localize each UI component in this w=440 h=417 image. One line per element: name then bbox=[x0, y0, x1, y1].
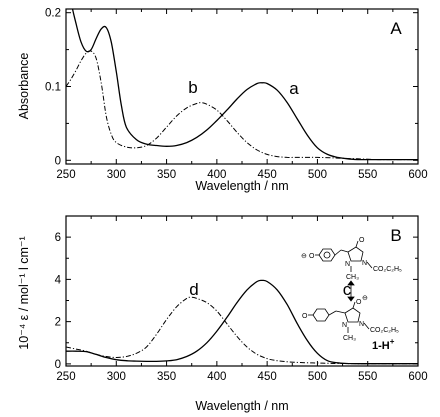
y-tick-label: 6 bbox=[55, 232, 61, 244]
structure-carbonyl-bond bbox=[355, 240, 359, 248]
panel-label-b: B bbox=[390, 226, 401, 245]
x-tick-label: 350 bbox=[157, 371, 176, 383]
x-tick-label: 550 bbox=[358, 169, 377, 181]
structure-ester-bottom: CO₂C₂H₅ bbox=[370, 327, 399, 334]
structure-bond bbox=[363, 322, 370, 330]
chart-panel-b: 250 300 350 400 450 500 550 600 0 2 4 6 Wavelength… bbox=[17, 215, 428, 413]
structure-n-top-1: N bbox=[345, 261, 350, 268]
x-axis-label-b: Wavelength / nm bbox=[195, 399, 288, 413]
series-a bbox=[66, 9, 418, 161]
structure-n-top-2: N bbox=[362, 260, 367, 267]
curve-label-d: d bbox=[189, 280, 198, 299]
curve-label-a: a bbox=[289, 79, 299, 98]
y-tick-label: 2 bbox=[55, 317, 61, 329]
x-tick-label: 500 bbox=[308, 371, 327, 383]
structure-bond bbox=[340, 249, 349, 253]
y-axis-label-a: Absorbance bbox=[17, 53, 31, 120]
series-line-c bbox=[66, 279, 418, 365]
y-tick-labels-b: 0 2 4 6 bbox=[55, 232, 62, 371]
y-tick-label: 0.2 bbox=[45, 8, 61, 20]
x-tick-labels-b: 250 300 350 400 450 500 550 600 bbox=[56, 371, 427, 383]
y-tick-label: 0.1 bbox=[45, 82, 61, 94]
y-tick-labels-a: 0 0.1 0.2 bbox=[45, 8, 61, 168]
y-tick-label: 0 bbox=[55, 155, 61, 167]
structure-benzene-ring-top bbox=[318, 248, 336, 262]
structure-imidazolone-ring-bottom bbox=[344, 307, 361, 323]
structure-arrowhead-up bbox=[347, 280, 355, 286]
series-line-a bbox=[71, 9, 418, 161]
structure-bond bbox=[334, 249, 342, 256]
structure-n-bottom-1: N bbox=[342, 322, 347, 329]
panel-label-a: A bbox=[390, 19, 402, 38]
x-tick-label: 600 bbox=[408, 371, 427, 383]
x-tick-label: 600 bbox=[408, 169, 427, 181]
structure-phenol-o-bottom: O bbox=[302, 313, 308, 320]
x-tick-label: 500 bbox=[308, 169, 327, 181]
structure-arrowhead-down bbox=[347, 296, 355, 302]
y-tick-label: 0 bbox=[55, 359, 61, 371]
series-line-d bbox=[66, 296, 418, 365]
structure-imidazolone-ring-top bbox=[347, 246, 364, 262]
structure-aromatic-circle-top bbox=[323, 251, 331, 259]
series-b bbox=[66, 279, 418, 365]
series-line-b bbox=[66, 50, 418, 161]
x-tick-label: 300 bbox=[107, 371, 126, 383]
y-tick-label: 4 bbox=[55, 274, 62, 286]
structure-bond bbox=[328, 310, 337, 316]
x-tick-label: 450 bbox=[258, 169, 277, 181]
ticks-a bbox=[65, 9, 419, 164]
structure-bond bbox=[352, 301, 356, 309]
structure-methyl-bottom: CH₃ bbox=[343, 335, 356, 342]
ticks-b bbox=[65, 216, 419, 366]
x-tick-labels-a: 250 300 350 400 450 500 550 600 bbox=[56, 169, 427, 181]
curve-label-b: b bbox=[188, 78, 197, 97]
plot-frame-b bbox=[65, 215, 419, 367]
chart-panel-a: 250 300 350 400 450 500 550 600 0 0.1 0.2 Wavelen… bbox=[17, 8, 428, 193]
x-tick-label: 250 bbox=[56, 169, 75, 181]
curve-label-c: c bbox=[343, 280, 352, 299]
x-tick-label: 300 bbox=[107, 169, 126, 181]
x-tick-label: 400 bbox=[207, 371, 226, 383]
structure-enolate-charge: ⊖ bbox=[362, 295, 368, 302]
structure-compound-label: 1-H+ bbox=[372, 337, 395, 352]
structure-methyl-top: CH₃ bbox=[346, 274, 359, 281]
y-axis-label-b: 10⁻⁴ ε / mol⁻¹ l cm⁻¹ bbox=[17, 236, 31, 349]
x-tick-label: 550 bbox=[358, 371, 377, 383]
structure-phenoxide-charge-top: ⊖ bbox=[301, 253, 307, 260]
chemical-structure: ⊖ O O N N CO₂C₂H₅ CH₃ O bbox=[301, 237, 402, 352]
structure-ester-top: CO₂C₂H₅ bbox=[373, 266, 402, 273]
structure-benzene-ring-bottom bbox=[312, 308, 330, 322]
structure-bond bbox=[335, 310, 346, 314]
x-tick-label: 250 bbox=[56, 371, 75, 383]
structure-carbonyl-o: O bbox=[359, 237, 365, 244]
x-tick-label: 350 bbox=[157, 169, 176, 181]
structure-phenoxide-o-top: O bbox=[309, 253, 315, 260]
x-tick-label: 450 bbox=[258, 371, 277, 383]
x-tick-label: 400 bbox=[207, 169, 226, 181]
structure-bond bbox=[366, 261, 373, 269]
x-axis-label-a: Wavelength / nm bbox=[195, 179, 288, 193]
structure-n-bottom-2: N bbox=[359, 321, 364, 328]
structure-enolate-o: O bbox=[356, 299, 362, 306]
